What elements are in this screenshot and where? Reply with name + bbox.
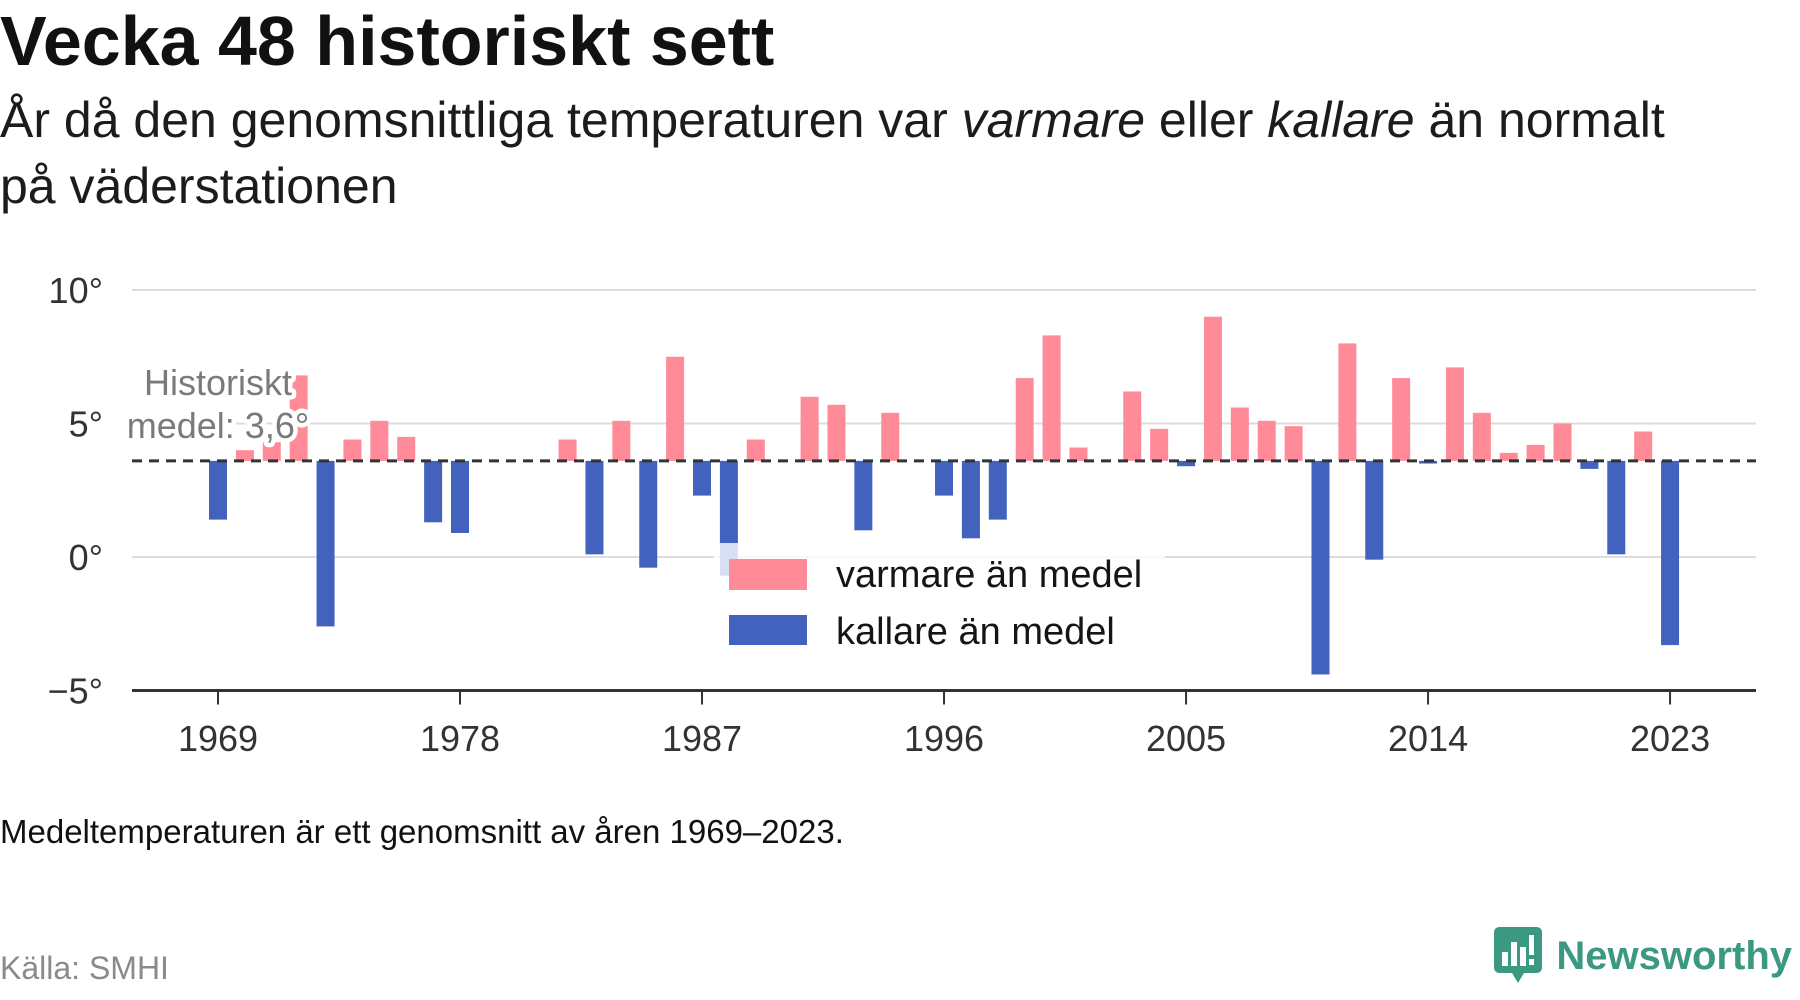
bar-2020: [1580, 460, 1599, 469]
newsworthy-logo-icon: [1494, 927, 1543, 983]
bar-2004: [1150, 428, 1169, 461]
logo-bar-1: [1502, 952, 1509, 966]
bar-1991: [800, 396, 819, 461]
axes: 10° 5° 0° −5° 1969 1978 1987 1996 2005 2014 2023: [48, 270, 1756, 759]
bar-1989: [746, 439, 765, 461]
mean-annotation-line-1: Historiskt: [144, 362, 292, 403]
bar-1971: [262, 442, 281, 461]
logo-bar-3: [1520, 947, 1527, 966]
bar-1993: [854, 460, 873, 531]
legend-label-warmer: varmare än medel: [836, 554, 1142, 596]
x-tick-label-1978: 1978: [420, 718, 500, 759]
chart-title: Vecka 48 historiskt sett: [0, 2, 775, 80]
bar-1977: [424, 460, 443, 523]
subtitle-cold-word: kallare: [1267, 92, 1415, 148]
bar-2008: [1257, 420, 1276, 461]
bar-2001: [1069, 447, 1088, 461]
bar-1996: [935, 460, 954, 496]
subtitle-warm-word: varmare: [961, 92, 1146, 148]
bar-2023: [1661, 460, 1680, 646]
bar-2016: [1472, 412, 1491, 461]
brand-name: Newsworthy: [1556, 934, 1792, 978]
bar-2013: [1392, 378, 1411, 461]
bar-1998: [988, 460, 1007, 520]
bar-2006: [1203, 316, 1222, 461]
bar-1974: [343, 439, 362, 461]
mean-annotation-line-2: medel: 3,6°: [127, 405, 310, 446]
y-tick-label-5: 5°: [69, 404, 103, 445]
bar-2012: [1365, 460, 1384, 560]
bar-1992: [827, 404, 846, 461]
x-tick-label-2005: 2005: [1146, 718, 1226, 759]
bar-1972: [289, 375, 308, 461]
bar-2009: [1284, 426, 1303, 461]
footnote: Medeltemperaturen är ett genomsnitt av å…: [0, 813, 844, 850]
y-tick-label--5: −5°: [48, 671, 103, 712]
y-tick-label-0: 0°: [69, 537, 103, 578]
bar-2010: [1311, 460, 1330, 675]
logo-shape: [1494, 927, 1543, 983]
bar-1973: [316, 460, 335, 627]
legend-swatch-warmer: [729, 559, 807, 590]
bar-1986: [666, 356, 685, 461]
bar-2022: [1634, 431, 1653, 461]
subtitle-line-2: på väderstationen: [0, 158, 398, 214]
logo-exclamation-bar: [1529, 935, 1535, 955]
x-tick-label-1969: 1969: [178, 718, 258, 759]
bar-2007: [1230, 407, 1249, 461]
legend-label-colder: kallare än medel: [836, 611, 1115, 653]
bar-2017: [1499, 452, 1518, 461]
bar-1969: [209, 460, 227, 520]
bar-1983: [585, 460, 604, 555]
x-tick-label-2023: 2023: [1630, 718, 1710, 759]
mean-annotation: Historiskt medel: 3,6°: [122, 358, 314, 451]
bar-1994: [881, 412, 900, 461]
bar-2019: [1553, 423, 1572, 461]
subtitle-text-after: än normalt: [1414, 92, 1665, 148]
bar-2003: [1123, 391, 1142, 461]
bar-1982: [558, 439, 577, 461]
subtitle-text-before: År då den genomsnittliga temperaturen va…: [0, 92, 962, 148]
chart-subtitle: År då den genomsnittliga temperaturen va…: [0, 87, 1665, 219]
bar-1976: [397, 436, 416, 461]
x-tick-label-1987: 1987: [662, 718, 742, 759]
bar-2000: [1042, 335, 1061, 461]
bar-2011: [1338, 343, 1357, 461]
bar-2018: [1526, 444, 1545, 461]
bar-2021: [1607, 460, 1626, 555]
legend: varmare än medel kallare än medel: [714, 543, 1165, 657]
bar-2015: [1445, 367, 1464, 461]
logo-bar-2: [1511, 942, 1518, 966]
y-tick-label-10: 10°: [49, 270, 103, 311]
legend-swatch-colder: [729, 615, 807, 645]
bar-1987: [693, 460, 712, 496]
brand-logo: Newsworthy: [1494, 924, 1792, 988]
bar-1975: [370, 420, 389, 461]
bar-1985: [639, 460, 658, 568]
subtitle-line-1: År då den genomsnittliga temperaturen va…: [0, 87, 1665, 153]
bar-2005: [1177, 460, 1196, 467]
bar-1978: [451, 460, 470, 533]
chart: Historiskt medel: 3,6° 10° 5° 0° −5° 1969 197…: [48, 270, 1756, 759]
x-tick-label-1996: 1996: [904, 718, 984, 759]
bar-1970: [235, 450, 254, 461]
bar-1999: [1015, 378, 1034, 461]
source-credit: Källa: SMHI: [0, 950, 169, 986]
logo-exclamation-dot: [1529, 959, 1535, 965]
subtitle-text-between: eller: [1145, 92, 1268, 148]
bar-1997: [961, 460, 980, 539]
bar-1984: [612, 420, 631, 461]
x-tick-label-2014: 2014: [1388, 718, 1468, 759]
